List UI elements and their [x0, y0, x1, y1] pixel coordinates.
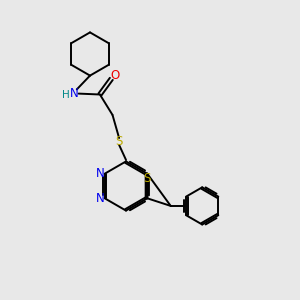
Text: H: H	[61, 90, 69, 100]
Text: N: N	[70, 86, 79, 100]
Text: S: S	[144, 172, 151, 185]
Text: N: N	[96, 192, 105, 205]
Text: O: O	[111, 69, 120, 82]
Text: N: N	[95, 167, 104, 180]
Text: S: S	[116, 135, 123, 148]
